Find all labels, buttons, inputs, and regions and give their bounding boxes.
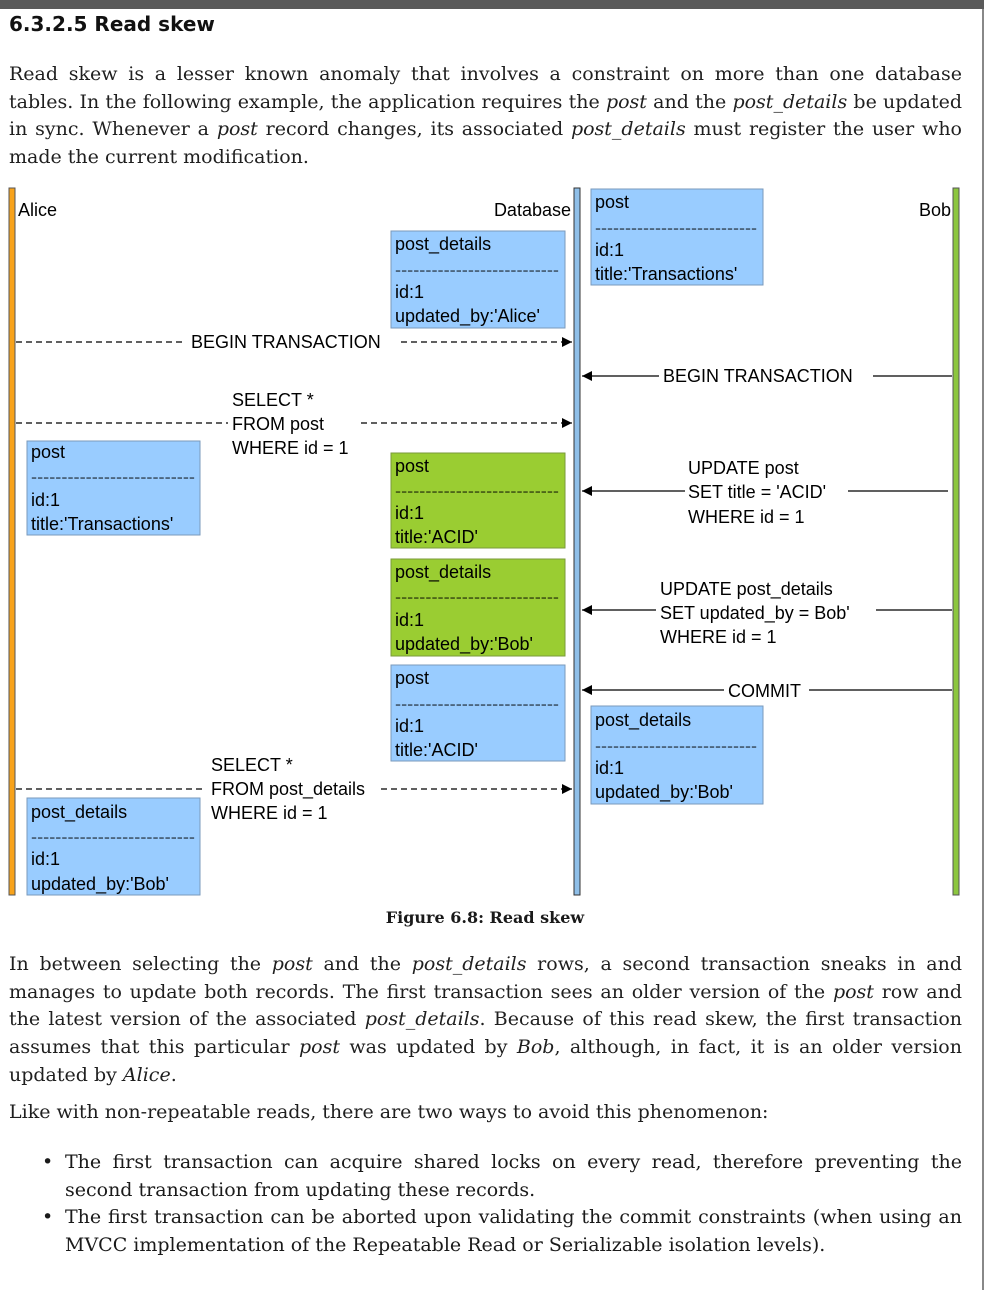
list-item: • The first transaction can be aborted up… [42, 1206, 962, 1257]
bob-label: Bob [919, 200, 951, 220]
box-value: title:'ACID' [395, 527, 478, 547]
box-value: title:'Transactions' [31, 514, 173, 534]
sequence-diagram: Alice Database Bob post ----------------… [8, 187, 960, 896]
message-line: UPDATE post_details [660, 579, 833, 600]
db-post-details-updated-box: post_details ---------------------------… [390, 558, 566, 657]
figure-caption: Figure 6.8: Read skew [385, 908, 585, 927]
box-title: post [31, 442, 65, 462]
section-title: 6.3.2.5 Read skew [9, 12, 215, 36]
box-value: title:'Transactions' [595, 264, 737, 284]
message-line: SELECT * [211, 755, 293, 775]
message-label: COMMIT [728, 681, 801, 701]
read-skew-figure: Alice Database Bob post ----------------… [0, 185, 984, 900]
message-label: BEGIN TRANSACTION [191, 332, 381, 352]
right-border [982, 9, 984, 1290]
commit-message: COMMIT [582, 681, 952, 701]
message-line: WHERE id = 1 [688, 507, 805, 527]
box-divider: --------------------------- [595, 221, 757, 235]
box-value: title:'ACID' [395, 740, 478, 760]
alice-label: Alice [18, 200, 57, 220]
message-line: UPDATE post [688, 458, 799, 478]
update-post-message: UPDATE post SET title = 'ACID' WHERE id … [582, 458, 948, 527]
box-title: post_details [31, 802, 127, 823]
select-post-message: SELECT * FROM post WHERE id = 1 [16, 390, 572, 458]
box-value: updated_by:'Bob' [31, 874, 169, 895]
box-divider: --------------------------- [395, 484, 559, 498]
box-divider: --------------------------- [31, 470, 195, 484]
box-divider: --------------------------- [31, 830, 195, 844]
box-id: id:1 [595, 758, 624, 778]
intro-paragraph: Read skew is a lesser known anomaly that… [9, 63, 962, 169]
box-title: post [395, 668, 429, 688]
message-line: SET title = 'ACID' [688, 482, 826, 502]
box-id: id:1 [395, 503, 424, 523]
explanation-paragraph: In between selecting the post and the po… [9, 953, 963, 1086]
database-lifeline [573, 187, 581, 896]
bob-begin-message: BEGIN TRANSACTION [582, 366, 952, 386]
box-id: id:1 [395, 282, 424, 302]
db-post-details-initial-box: post_details ---------------------------… [390, 230, 566, 329]
box-value: updated_by:'Alice' [395, 306, 540, 327]
box-id: id:1 [595, 240, 624, 260]
db-post-committed-box: post --------------------------- id:1 ti… [390, 664, 566, 762]
box-title: post_details [395, 562, 491, 583]
alice-post-details-box: post_details ---------------------------… [26, 797, 201, 896]
db-post-initial-box: post --------------------------- id:1 ti… [590, 188, 764, 286]
box-value: updated_by:'Bob' [595, 782, 733, 803]
box-title: post [595, 192, 629, 212]
message-line: FROM post [232, 414, 324, 434]
box-divider: --------------------------- [395, 263, 559, 277]
list-item: • The first transaction can acquire share… [42, 1151, 962, 1201]
box-title: post [395, 456, 429, 476]
box-divider: --------------------------- [395, 697, 559, 711]
bullet-icon: • [42, 1206, 54, 1229]
alice-begin-message: BEGIN TRANSACTION [16, 332, 572, 352]
box-id: id:1 [31, 849, 60, 869]
alice-post-box: post --------------------------- id:1 ti… [26, 440, 201, 536]
box-value: updated_by:'Bob' [395, 634, 533, 655]
box-title: post_details [595, 710, 691, 731]
database-label: Database [494, 200, 571, 220]
db-post-details-committed-box: post_details ---------------------------… [590, 705, 764, 805]
box-id: id:1 [395, 716, 424, 736]
bob-lifeline [952, 187, 960, 896]
message-line: WHERE id = 1 [660, 627, 777, 647]
avoid-intro-paragraph: Like with non-repeatable reads, there ar… [9, 1101, 769, 1123]
bullet-icon: • [42, 1151, 54, 1173]
message-line: SET updated_by = Bob' [660, 603, 850, 624]
message-line: WHERE id = 1 [211, 803, 328, 823]
message-label: BEGIN TRANSACTION [663, 366, 853, 386]
top-border [0, 0, 984, 9]
box-id: id:1 [31, 490, 60, 510]
alice-lifeline [8, 187, 16, 896]
message-line: FROM post_details [211, 779, 365, 800]
box-title: post_details [395, 234, 491, 255]
box-divider: --------------------------- [595, 739, 757, 753]
box-id: id:1 [395, 610, 424, 630]
message-line: SELECT * [232, 390, 314, 410]
update-post-details-message: UPDATE post_details SET updated_by = Bob… [582, 579, 952, 647]
box-divider: --------------------------- [395, 590, 559, 604]
db-post-updated-box: post --------------------------- id:1 ti… [390, 452, 566, 549]
message-line: WHERE id = 1 [232, 438, 349, 458]
avoidance-list: • The first transaction can acquire share… [39, 1149, 962, 1260]
select-post-details-message: SELECT * FROM post_details WHERE id = 1 [16, 755, 572, 823]
